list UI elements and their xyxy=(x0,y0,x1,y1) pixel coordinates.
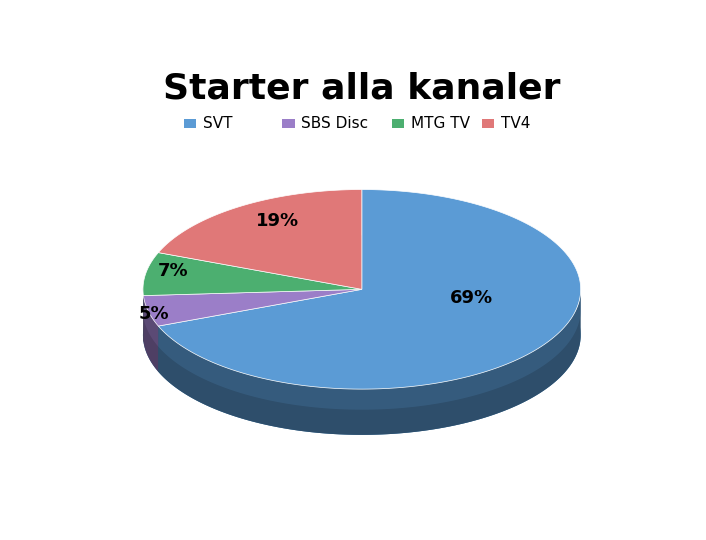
Bar xyxy=(482,119,494,129)
Text: Starter alla kanaler: Starter alla kanaler xyxy=(163,71,561,105)
Polygon shape xyxy=(143,253,361,295)
Text: SVT: SVT xyxy=(203,116,232,131)
Bar xyxy=(392,119,404,129)
Polygon shape xyxy=(158,289,580,410)
Polygon shape xyxy=(143,235,580,435)
Polygon shape xyxy=(158,190,580,389)
Polygon shape xyxy=(143,289,361,326)
Polygon shape xyxy=(143,295,158,372)
Text: MTG TV: MTG TV xyxy=(410,116,469,131)
Polygon shape xyxy=(143,295,158,347)
Bar xyxy=(184,119,196,129)
Polygon shape xyxy=(158,289,580,435)
Text: 5%: 5% xyxy=(138,305,169,323)
Polygon shape xyxy=(143,289,361,341)
Bar xyxy=(282,119,294,129)
Text: 19%: 19% xyxy=(256,212,299,230)
Text: TV4: TV4 xyxy=(501,116,530,131)
Polygon shape xyxy=(158,289,361,372)
Text: 7%: 7% xyxy=(157,261,189,280)
Text: SBS Disc: SBS Disc xyxy=(301,116,369,131)
Text: 69%: 69% xyxy=(450,289,493,307)
Polygon shape xyxy=(143,289,361,341)
Polygon shape xyxy=(158,190,361,289)
Polygon shape xyxy=(158,289,361,372)
